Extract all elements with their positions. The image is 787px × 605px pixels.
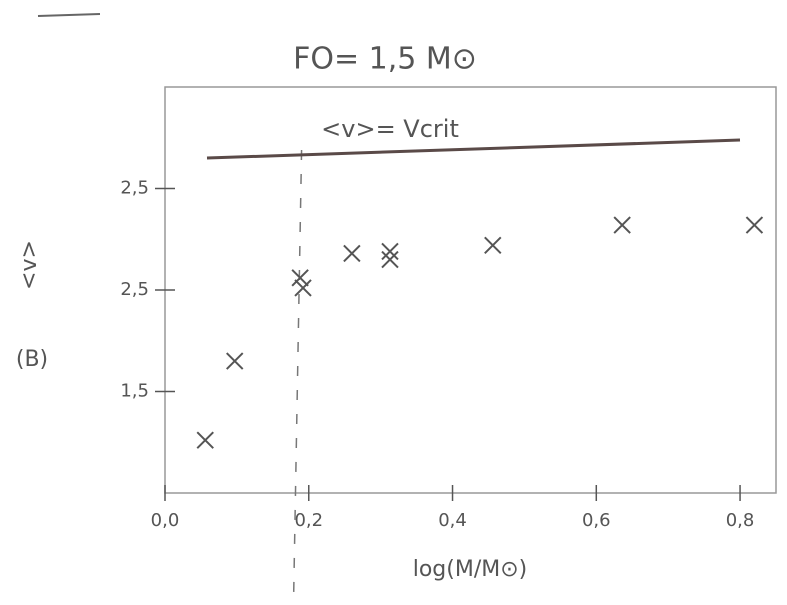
reference-hline xyxy=(207,140,740,158)
point xyxy=(382,243,398,259)
y-axis-label: <v> xyxy=(17,240,42,290)
y-tick-label: 2,5 xyxy=(120,279,149,300)
point xyxy=(382,252,398,268)
x-axis-label: log(M/M⊙) xyxy=(413,557,528,582)
x-tick-label: 0,0 xyxy=(151,510,180,531)
point xyxy=(227,353,243,369)
point xyxy=(197,432,213,448)
point xyxy=(614,217,630,233)
point xyxy=(295,280,311,296)
x-tick-label: 0,6 xyxy=(582,510,611,531)
point xyxy=(344,245,360,261)
x-tick-label: 0,8 xyxy=(726,510,755,531)
point xyxy=(746,217,762,233)
x-tick-label: 0,4 xyxy=(438,510,467,531)
reference-label: <v>= Vcrit xyxy=(321,115,459,143)
y-axis-unit: (B) xyxy=(16,347,48,372)
y-tick-label: 1,5 xyxy=(120,381,149,402)
reference-vline xyxy=(294,150,302,600)
x-tick-label: 0,2 xyxy=(294,510,323,531)
stray-stroke xyxy=(38,14,100,16)
point xyxy=(485,237,501,253)
chart-title: FO= 1,5 M⊙ xyxy=(293,42,477,77)
y-tick-label: 2,5 xyxy=(120,178,149,199)
chart: FO= 1,5 M⊙ log(M/M⊙) <v> (B) 1,5 2,5 2,5 0,… xyxy=(0,0,787,605)
